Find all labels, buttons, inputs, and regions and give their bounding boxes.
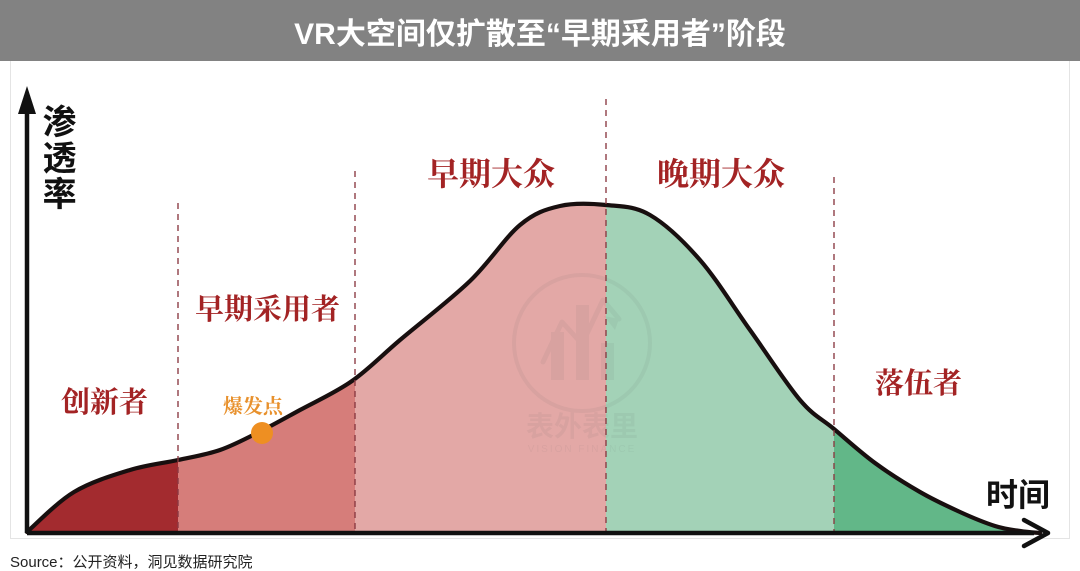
svg-text:VISION FINANCE: VISION FINANCE	[528, 444, 637, 455]
svg-text:表外表里: 表外表里	[526, 405, 638, 445]
